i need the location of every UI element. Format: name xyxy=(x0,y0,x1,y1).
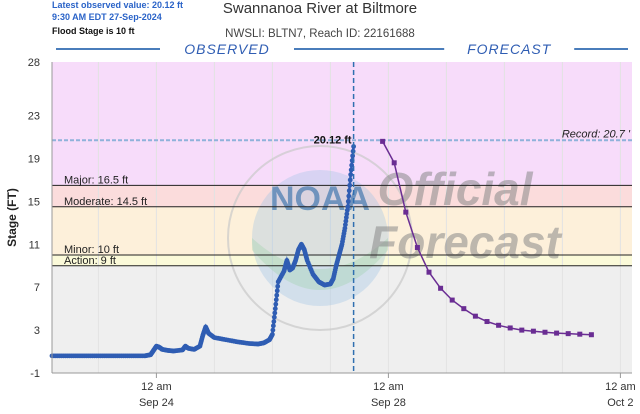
forecast-label: FORECAST xyxy=(467,41,552,57)
forecast-point xyxy=(530,328,536,334)
forecast-point xyxy=(391,160,397,166)
observed-point xyxy=(348,167,354,173)
forecast-point xyxy=(484,319,490,325)
observed-point xyxy=(271,314,277,320)
threshold-record-label: Record: 20.7 ' xyxy=(562,128,631,140)
observed-point xyxy=(344,211,350,217)
observed-point xyxy=(270,331,275,337)
forecast-point xyxy=(403,209,409,215)
observed-point xyxy=(345,204,351,210)
observed-point xyxy=(343,218,349,224)
threshold-moderate-label: Moderate: 14.5 ft xyxy=(64,196,147,208)
x-tick-date: Oct 2 xyxy=(607,397,633,409)
y-tick-label: 19 xyxy=(28,154,40,166)
x-tick-label: 12 am xyxy=(605,381,636,393)
observed-point xyxy=(342,222,348,228)
observed-point xyxy=(270,327,276,333)
forecast-point xyxy=(472,313,478,319)
forecast-point xyxy=(519,327,525,333)
latest-observed-value: Latest observed value: 20.12 ft xyxy=(52,0,184,10)
observed-point xyxy=(344,207,350,213)
forecast-point xyxy=(426,269,432,275)
y-tick-label: 28 xyxy=(28,57,40,69)
data-series: 20.12 ft xyxy=(49,135,594,359)
observed-point xyxy=(346,188,352,194)
y-tick-label: 11 xyxy=(29,239,40,251)
forecast-point xyxy=(449,297,455,303)
y-tick-label: 3 xyxy=(34,325,40,337)
flood-stage-note: Flood Stage is 10 ft xyxy=(52,26,135,36)
watermark-forecast: Forecast xyxy=(369,216,562,268)
latest-observed-time: 9:30 AM EDT 27-Sep-2024 xyxy=(52,12,162,22)
chart-title: Swannanoa River at Biltmore xyxy=(222,0,418,17)
y-tick-label: 7 xyxy=(34,282,40,294)
threshold-action-label: Action: 9 ft xyxy=(64,255,116,267)
band-1 xyxy=(52,185,632,207)
observed-point xyxy=(270,323,276,329)
observed-point xyxy=(272,306,278,312)
latest-value-label: 20.12 ft xyxy=(314,135,352,147)
axes: OBSERVED FORECAST -1 3 7 11 15 19 23 28 Stage (FT)… xyxy=(5,41,636,409)
x-tick-label: 12 am xyxy=(373,381,404,393)
observed-point xyxy=(274,288,280,294)
observed-point xyxy=(345,199,351,204)
forecast-point xyxy=(461,306,467,312)
forecast-point xyxy=(565,331,571,337)
x-tick-label: 12 am xyxy=(141,381,172,393)
forecast-point xyxy=(588,332,594,338)
forecast-label-bg xyxy=(444,41,575,57)
forecast-point xyxy=(507,325,513,331)
x-tick-date: Sep 28 xyxy=(371,397,406,409)
y-tick-label: -1 xyxy=(30,368,40,380)
observed-point xyxy=(273,297,279,303)
band-3 xyxy=(52,255,632,266)
observed-point xyxy=(274,292,280,298)
y-tick-label: 23 xyxy=(28,111,40,123)
observed-label: OBSERVED xyxy=(184,41,270,57)
observed-point xyxy=(343,215,349,220)
observed-point xyxy=(272,310,278,316)
band-0 xyxy=(52,62,632,186)
forecast-point xyxy=(554,330,560,336)
y-tick-label: 15 xyxy=(28,196,40,208)
observed-label-bg xyxy=(160,41,294,57)
flood-category-bands xyxy=(52,62,632,373)
observed-point xyxy=(273,301,279,307)
observed-point xyxy=(346,193,352,199)
y-axis-title: Stage (FT) xyxy=(5,188,19,247)
threshold-major-label: Major: 16.5 ft xyxy=(64,174,128,186)
observed-point xyxy=(348,172,354,178)
grid-lines xyxy=(97,62,621,373)
forecast-point xyxy=(496,322,502,328)
x-tick-date: Sep 24 xyxy=(139,397,174,409)
threshold-minor-label: Minor: 10 ft xyxy=(64,244,119,256)
forecast-point xyxy=(438,285,444,291)
observed-point xyxy=(275,283,281,289)
observed-point xyxy=(271,319,277,324)
chart-subtitle: NWSLI: BLTN7, Reach ID: 22161688 xyxy=(225,28,415,40)
forecast-point xyxy=(542,329,548,335)
threshold-lines: Record: 20.7 ' Major: 16.5 ft Moderate: 14… xyxy=(52,128,632,267)
observed-point xyxy=(347,182,353,188)
observed-point xyxy=(347,177,353,183)
forecast-point xyxy=(380,138,386,144)
forecast-point xyxy=(577,331,583,337)
forecast-point xyxy=(414,245,420,251)
observed-point xyxy=(342,225,348,231)
